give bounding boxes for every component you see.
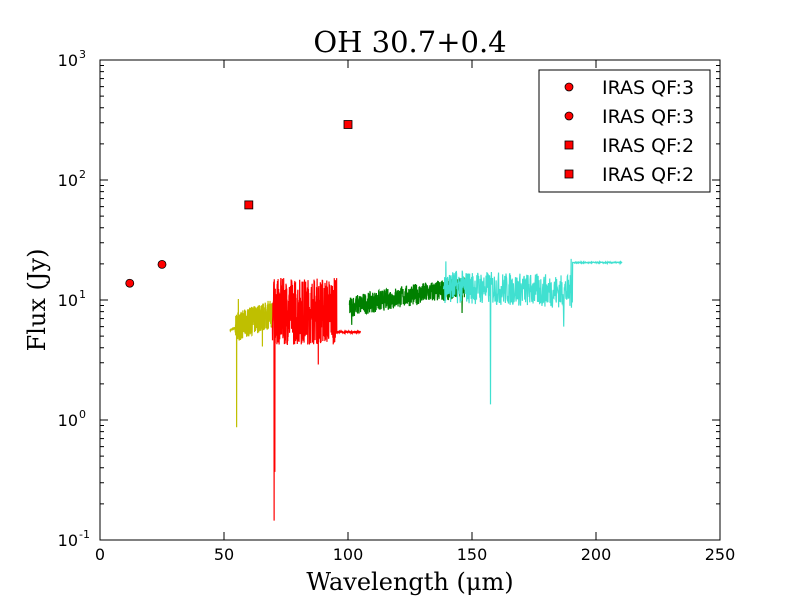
y-tick-base: 10 (58, 171, 78, 190)
legend-marker-square (564, 169, 574, 179)
iras-point-circle (125, 278, 135, 288)
y-tick-label: 10 (58, 411, 78, 430)
legend: IRAS QF:3 IRAS QF:3 IRAS QF:2 IRAS QF:2 (538, 69, 711, 193)
y-tick-base: 10 (58, 51, 78, 70)
iras-point-circle (157, 260, 167, 269)
legend-label: IRAS QF:3 (602, 77, 694, 99)
y-tick-label: 10 (58, 51, 78, 70)
y-tick-exponent: 0 (79, 408, 86, 421)
legend-marker-square (564, 140, 574, 150)
x-tick-label: 50 (214, 545, 234, 564)
data-layer (125, 120, 623, 521)
y-tick-base: 10 (58, 291, 78, 310)
legend-label: IRAS QF:3 (602, 106, 694, 128)
y-tick-label: 10 (58, 291, 78, 310)
legend-marker-circle (564, 111, 574, 121)
y-tick-label: 10 (58, 171, 78, 190)
y-tick-exponent: 2 (79, 168, 86, 181)
spectrum-turquoise-segment (442, 258, 623, 405)
y-tick-exponent: -1 (79, 528, 90, 541)
y-tick-label: 10 (58, 531, 78, 550)
iras-point-square (343, 120, 353, 129)
x-tick-label: 200 (581, 545, 612, 564)
y-tick-exponent: 3 (79, 48, 86, 61)
y-tick-exponent: 1 (79, 288, 86, 301)
iras-point-square (244, 200, 254, 210)
y-tick-base: 10 (58, 531, 78, 550)
chart-title: OH 30.7+0.4 (313, 25, 506, 59)
legend-label: IRAS QF:2 (602, 135, 694, 157)
spectrum-red-segment (271, 278, 361, 521)
x-tick-label: 150 (457, 545, 488, 564)
y-axis-label: Flux (Jy) (23, 249, 51, 352)
x-tick-label: 0 (95, 545, 105, 564)
x-tick-label: 100 (333, 545, 364, 564)
legend-label: IRAS QF:2 (602, 164, 694, 186)
legend-marker-circle (564, 82, 574, 92)
x-tick-label: 250 (705, 545, 736, 564)
y-tick-base: 10 (58, 411, 78, 430)
x-axis-label: Wavelength (μm) (306, 568, 513, 596)
